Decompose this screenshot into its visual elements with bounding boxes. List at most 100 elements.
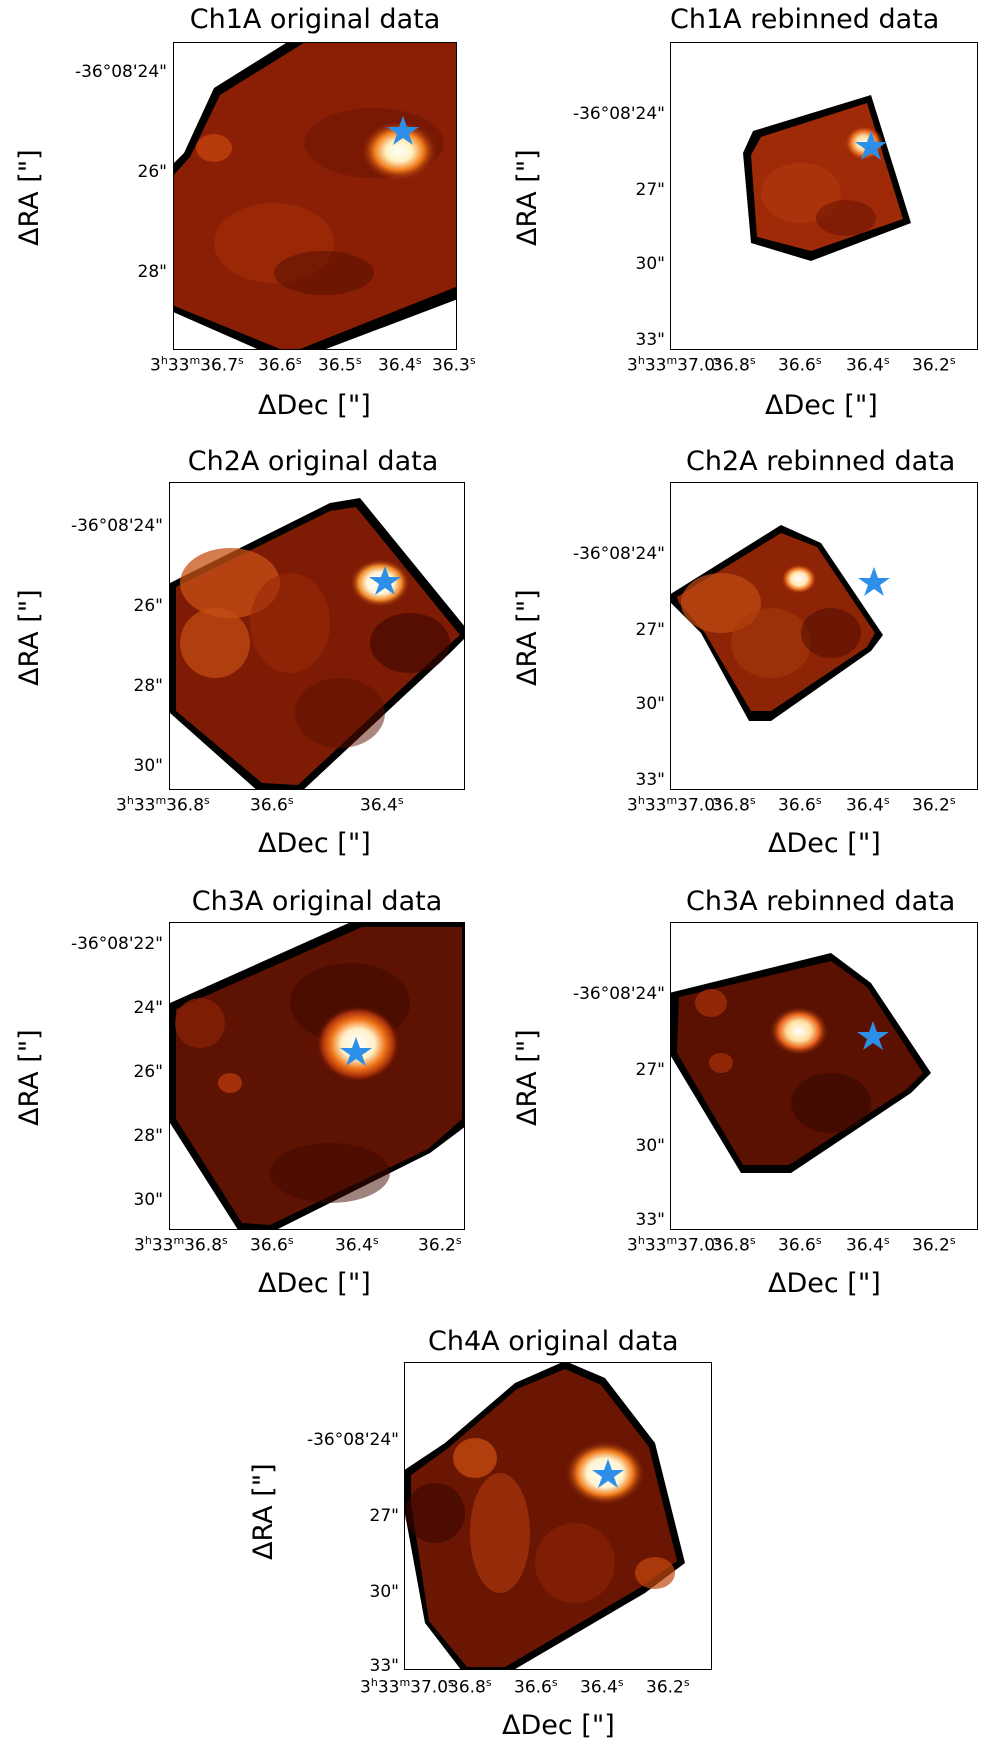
- panel-title: Ch1A rebinned data: [670, 4, 940, 35]
- star-icon: [858, 567, 890, 596]
- x-tick-label: 36.5s: [318, 354, 362, 376]
- x-tick-ra-prefix: 3h33m37.0s: [627, 354, 721, 376]
- x-tick-label: 36.2s: [912, 794, 956, 816]
- image-frame-ch1a-original: [173, 42, 457, 350]
- x-tick-ra-prefix: 3h33m36.8s: [134, 1234, 228, 1256]
- y-tick-label: 30": [635, 694, 665, 714]
- star-icon: [857, 1021, 889, 1050]
- x-tick-label: 36.6s: [250, 794, 294, 816]
- x-tick-label: 36.2s: [912, 1234, 956, 1256]
- x-tick-label: 36.6s: [778, 1234, 822, 1256]
- x-axis-label: ΔDec ["]: [258, 1268, 371, 1299]
- panel-title: Ch2A rebinned data: [686, 446, 956, 477]
- y-axis-label: ΔRA ["]: [14, 1029, 45, 1126]
- x-axis-label: ΔDec ["]: [768, 828, 881, 859]
- y-tick-label: 30": [635, 254, 665, 274]
- y-tick-label: -36°08'22": [70, 934, 163, 954]
- x-tick-ra-prefix: 3h33m36.8s: [116, 794, 210, 816]
- x-axis-label: ΔDec ["]: [768, 1268, 881, 1299]
- y-tick-label: 26": [133, 596, 163, 616]
- y-tick-label: -36°08'24": [572, 544, 665, 564]
- y-tick-label: 30": [369, 1582, 399, 1602]
- x-tick-label: 36.8s: [712, 354, 756, 376]
- x-tick-label: 36.4s: [360, 794, 404, 816]
- x-tick-label: 36.2s: [418, 1234, 462, 1256]
- x-tick-label: 36.8s: [712, 794, 756, 816]
- y-tick-label: -36°08'24": [70, 516, 163, 536]
- x-tick-label: 36.2s: [646, 1676, 690, 1698]
- x-tick-label: 36.4s: [846, 354, 890, 376]
- y-tick-label: 28": [133, 676, 163, 696]
- panel-title: Ch3A rebinned data: [686, 886, 956, 917]
- x-tick-ra-prefix: 3h33m37.0s: [360, 1676, 454, 1698]
- x-tick-label: 36.6s: [778, 794, 822, 816]
- y-tick-label: 33": [635, 770, 665, 790]
- y-tick-label: -36°08'24": [572, 104, 665, 124]
- x-tick-ra-prefix: 3h33m37.0s: [627, 1234, 721, 1256]
- image-frame-ch2a-rebinned: [670, 482, 978, 790]
- x-tick-label: 36.4s: [580, 1676, 624, 1698]
- x-tick-label: 36.2s: [912, 354, 956, 376]
- image-ch1a-original: [174, 43, 456, 349]
- y-axis-label: ΔRA ["]: [512, 149, 543, 246]
- image-ch3a-rebinned: [671, 953, 931, 1173]
- x-tick-label: 36.6s: [778, 354, 822, 376]
- y-axis-label: ΔRA ["]: [512, 589, 543, 686]
- panel-title: Ch2A original data: [187, 446, 439, 477]
- y-tick-label: 30": [133, 1190, 163, 1210]
- panel-title: Ch4A original data: [428, 1326, 679, 1357]
- x-tick-label: 36.6s: [514, 1676, 558, 1698]
- y-tick-label: 30": [635, 1136, 665, 1156]
- y-tick-label: 26": [137, 162, 167, 182]
- star-icon: [369, 566, 401, 595]
- x-tick-label: 36.4s: [335, 1234, 379, 1256]
- star-icon: [340, 1037, 372, 1066]
- y-tick-label: 27": [369, 1506, 399, 1526]
- x-tick-label: 36.8s: [448, 1676, 492, 1698]
- x-axis-label: ΔDec ["]: [258, 390, 371, 421]
- x-tick-ra-prefix: 3h33m36.7s: [150, 354, 244, 376]
- y-tick-label: 27": [635, 1060, 665, 1080]
- x-tick-label: 36.3s: [432, 354, 476, 376]
- y-tick-label: 26": [133, 1062, 163, 1082]
- y-tick-label: 27": [635, 180, 665, 200]
- y-tick-label: 28": [137, 262, 167, 282]
- y-tick-label: 30": [133, 756, 163, 776]
- x-tick-label: 36.4s: [378, 354, 422, 376]
- image-ch3a-original: [170, 923, 464, 1229]
- y-tick-label: 33": [635, 330, 665, 350]
- y-axis-label: ΔRA ["]: [248, 1463, 279, 1560]
- x-tick-label: 36.4s: [846, 794, 890, 816]
- y-axis-label: ΔRA ["]: [14, 149, 45, 246]
- image-ch4a-original: [405, 1363, 685, 1669]
- x-tick-ra-prefix: 3h33m37.0s: [627, 794, 721, 816]
- image-frame-ch4a-original: [404, 1362, 712, 1670]
- image-frame-ch3a-original: [169, 922, 465, 1230]
- y-tick-label: -36°08'24": [306, 1430, 399, 1450]
- x-tick-label: 36.4s: [846, 1234, 890, 1256]
- x-axis-label: ΔDec ["]: [502, 1710, 615, 1741]
- x-tick-label: 36.6s: [258, 354, 302, 376]
- y-tick-label: -36°08'24": [74, 62, 167, 82]
- panel-title: Ch3A original data: [191, 886, 443, 917]
- image-frame-ch2a-original: [169, 482, 465, 790]
- image-ch2a-original: [170, 498, 464, 789]
- x-axis-label: ΔDec ["]: [765, 390, 878, 421]
- star-icon: [855, 131, 887, 160]
- star-icon: [592, 1459, 624, 1488]
- y-tick-label: 27": [635, 620, 665, 640]
- y-tick-label: -36°08'24": [572, 984, 665, 1004]
- y-tick-label: 33": [369, 1656, 399, 1676]
- x-axis-label: ΔDec ["]: [258, 828, 371, 859]
- image-frame-ch1a-rebinned: [670, 42, 978, 350]
- y-tick-label: 24": [133, 998, 163, 1018]
- x-tick-label: 36.6s: [250, 1234, 294, 1256]
- y-tick-label: 33": [635, 1210, 665, 1230]
- x-tick-label: 36.8s: [712, 1234, 756, 1256]
- star-icon: [387, 116, 419, 145]
- panel-title: Ch1A original data: [189, 4, 441, 35]
- y-axis-label: ΔRA ["]: [14, 589, 45, 686]
- y-tick-label: 28": [133, 1126, 163, 1146]
- image-ch2a-rebinned: [671, 525, 883, 721]
- image-frame-ch3a-rebinned: [670, 922, 978, 1230]
